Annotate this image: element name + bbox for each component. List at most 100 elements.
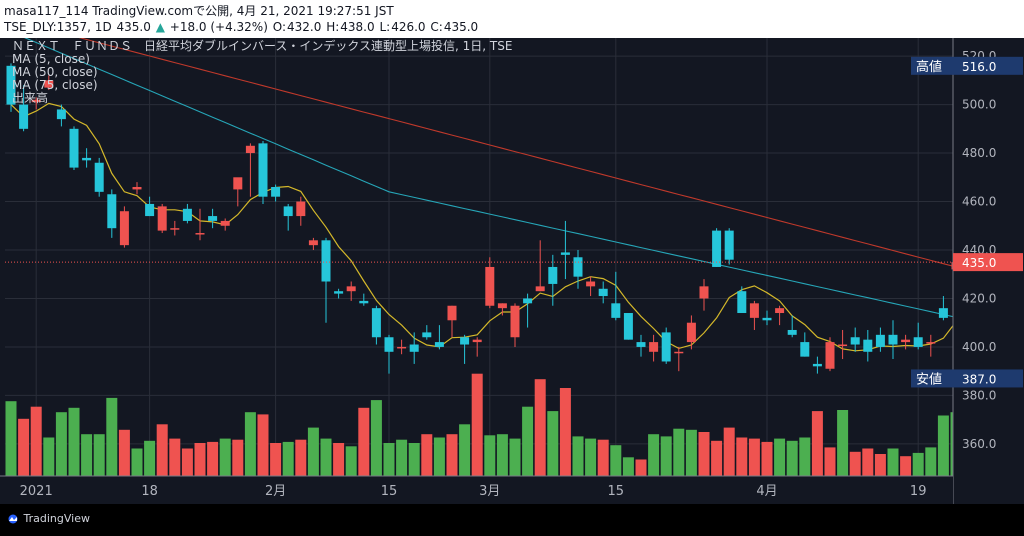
up-arrow-icon: ▲ (155, 20, 165, 34)
legend-volume[interactable]: 出来高 (12, 91, 49, 105)
volume-bar (925, 447, 937, 476)
volume-bar (68, 407, 80, 476)
volume-bar (219, 438, 231, 476)
volume-bar (257, 414, 269, 476)
volume-bar (648, 434, 660, 476)
volume-bar (774, 438, 786, 476)
high-price-badge-tag: 高値 (916, 59, 942, 75)
volume-bar (937, 415, 949, 476)
volume-bar (320, 438, 332, 476)
volume-bar (5, 401, 17, 476)
time-tick-label: 18 (141, 484, 158, 499)
volume-bar (862, 448, 874, 476)
volume-bar (824, 447, 836, 476)
candle-body (409, 344, 419, 352)
high-price-badge-value-bg (953, 56, 1023, 75)
candle-body (31, 99, 41, 103)
candle-body (775, 308, 785, 314)
ma50-series-line (24, 38, 957, 318)
candle-body (510, 305, 520, 338)
candle-body (737, 291, 747, 314)
ma5-series-line (10, 102, 957, 352)
volume-bar (900, 456, 912, 476)
candle-body (535, 286, 545, 292)
volume-bar (194, 443, 206, 476)
volume-bar (786, 440, 798, 476)
volume-bar (874, 454, 886, 476)
volume-bar (887, 448, 899, 476)
price-tick-label: 360.0 (962, 437, 996, 451)
candle-body (863, 339, 873, 352)
price-axis[interactable]: 360.0380.0400.0420.0440.0460.0480.0500.0… (911, 38, 1024, 504)
volume-bar (509, 438, 521, 476)
candle-body (523, 298, 533, 304)
candle-body (787, 329, 797, 335)
volume-bar (421, 434, 433, 476)
volume-bar (748, 438, 760, 476)
low-price-badge: 安値 387.0 (911, 369, 1023, 388)
time-axis[interactable]: 2021 18 2月 15 3月 15 4月 19 (0, 475, 953, 504)
tradingview-logo-icon (8, 514, 18, 524)
price-tick-label: 460.0 (962, 195, 996, 209)
volume-bar (307, 427, 319, 476)
current-price-badge-value: 435.0 (962, 256, 996, 270)
volume-bar (673, 428, 685, 476)
volume-bar (333, 443, 345, 476)
time-tick-label: 2月 (265, 484, 286, 499)
publish-info: masa117_114 TradingView.comで公開, 4月 21, 2… (4, 4, 394, 18)
candle-body (712, 230, 722, 267)
candle-body (611, 303, 621, 318)
volume-bar (106, 397, 118, 476)
legend-ma75[interactable]: MA (75, close) (12, 78, 98, 92)
volume-bar (559, 388, 571, 476)
candle-body (384, 337, 394, 352)
candle-body (208, 216, 218, 221)
candle-body (926, 342, 936, 344)
candle-body (371, 308, 381, 338)
volume-bar (93, 434, 105, 476)
candle-body (497, 303, 507, 309)
time-tick-label: 19 (910, 484, 927, 499)
high-price-badge-tag-bg (911, 56, 953, 75)
price-chart[interactable]: 360.0380.0400.0420.0440.0460.0480.0500.0… (0, 38, 1024, 504)
ma75-line (78, 38, 957, 268)
ma50-line (24, 38, 957, 318)
low-price-badge-tag-bg (911, 369, 953, 388)
candle-body (800, 342, 810, 357)
chart-background (0, 38, 1024, 504)
volume-bar (522, 406, 534, 476)
volume-bar (912, 452, 924, 476)
volume-bar (55, 412, 67, 476)
volume-bar (849, 451, 861, 476)
candle-body (447, 305, 457, 321)
legend-ma5[interactable]: MA (5, close) (12, 52, 90, 66)
candle-body (359, 300, 369, 304)
candle-body (422, 332, 432, 338)
time-tick-label: 15 (608, 484, 625, 499)
volume-bar (383, 443, 395, 476)
candle-body (686, 322, 696, 343)
volume-bar (610, 445, 622, 476)
volume-bar (18, 418, 30, 476)
candle-body (901, 339, 911, 343)
last-price: 435.0 (116, 20, 151, 34)
price-tick-label: 420.0 (962, 291, 996, 305)
candle-body (724, 230, 734, 260)
candle-body (699, 286, 709, 299)
open-label: O: (272, 20, 287, 34)
volume-bar (30, 406, 42, 476)
close-label: C: (430, 20, 443, 34)
volume-bar (685, 429, 697, 476)
open-value: 432.0 (287, 20, 322, 34)
low-label: L: (379, 20, 391, 34)
volume-bar (496, 434, 508, 476)
legend-ma50[interactable]: MA (50, close) (12, 65, 98, 79)
tradingview-logo[interactable]: TradingView (6, 512, 90, 525)
candle-body (132, 186, 142, 190)
candle-body (661, 332, 671, 362)
candle-body (888, 334, 898, 345)
candle-body (623, 313, 633, 340)
time-tick-label: 15 (381, 484, 398, 499)
volume-bar (118, 429, 130, 476)
symbol[interactable]: TSE_DLY:1357, 1D (4, 20, 112, 34)
